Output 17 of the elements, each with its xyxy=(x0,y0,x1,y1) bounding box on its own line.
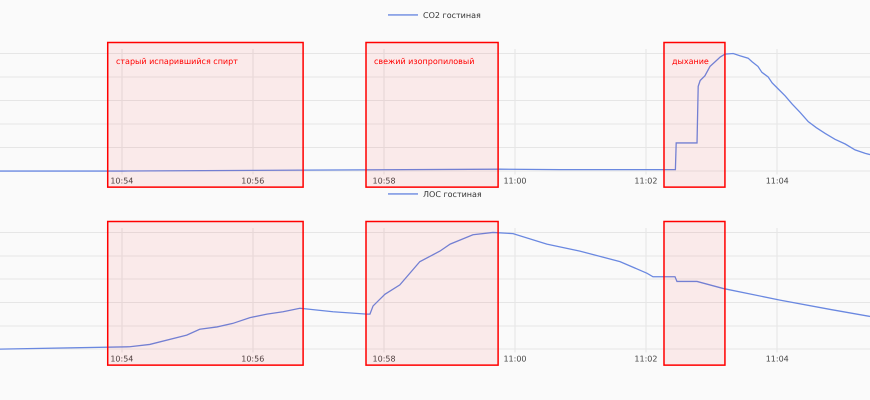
legend-label: CO2 гостиная xyxy=(423,11,482,20)
band-label: старый испарившийся спирт xyxy=(116,57,238,66)
x-tick-label: 10:58 xyxy=(372,176,396,186)
x-tick-label: 10:54 xyxy=(110,354,134,364)
band-label: свежий изопропиловый xyxy=(374,57,474,66)
x-tick-label: 11:00 xyxy=(503,176,527,186)
x-tick-label: 10:58 xyxy=(372,354,396,364)
x-tick-label: 11:04 xyxy=(766,176,789,186)
legend-label: ЛОС гостиная xyxy=(423,190,482,200)
x-tick-label: 11:04 xyxy=(766,354,789,364)
x-tick-label: 10:54 xyxy=(110,176,134,186)
band-label: дыхание xyxy=(672,57,709,66)
x-tick-label: 11:02 xyxy=(634,176,658,186)
x-tick-label: 10:56 xyxy=(241,354,264,364)
x-tick-label: 11:02 xyxy=(634,354,658,364)
x-tick-label: 11:00 xyxy=(503,354,527,364)
x-tick-label: 10:56 xyxy=(241,176,264,186)
